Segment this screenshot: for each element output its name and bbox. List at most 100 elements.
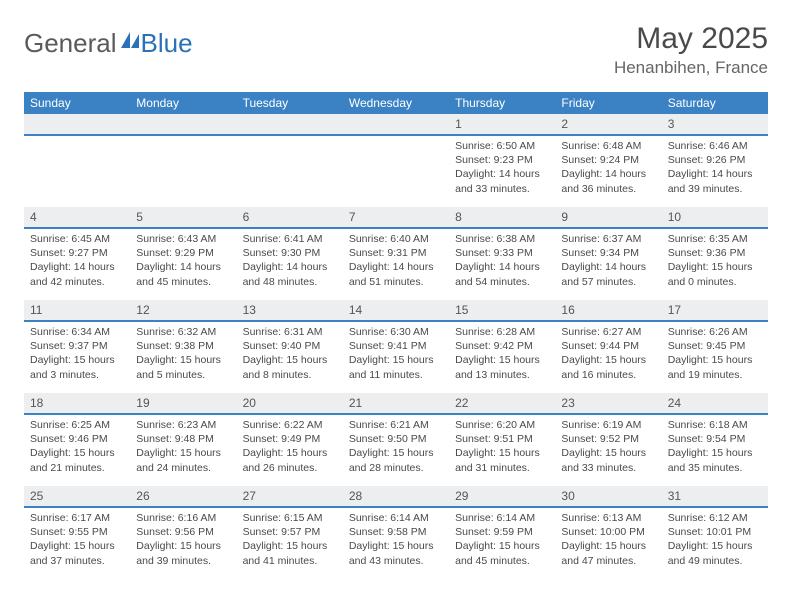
day-number: 10: [662, 207, 768, 228]
sunrise-line: Sunrise: 6:27 AM: [561, 325, 655, 339]
sunrise-line: Sunrise: 6:23 AM: [136, 418, 230, 432]
weekday-header: Friday: [555, 92, 661, 114]
sunset-line: Sunset: 9:38 PM: [136, 339, 230, 353]
day-number: 27: [237, 486, 343, 507]
day-cell: Sunrise: 6:15 AMSunset: 9:57 PMDaylight:…: [237, 507, 343, 579]
weekday-header: Tuesday: [237, 92, 343, 114]
daylight-line: Daylight: 15 hours and 26 minutes.: [243, 446, 337, 474]
day-cell: Sunrise: 6:17 AMSunset: 9:55 PMDaylight:…: [24, 507, 130, 579]
day-cell: [130, 135, 236, 207]
day-content-row: Sunrise: 6:45 AMSunset: 9:27 PM Daylight:…: [24, 228, 768, 300]
sunset-line: Sunset: 9:40 PM: [243, 339, 337, 353]
day-number-row: 25262728293031: [24, 486, 768, 507]
sunset-line: Sunset: 9:56 PM: [136, 525, 230, 539]
sunset-line: Sunset: 9:27 PM: [30, 246, 124, 260]
day-number: 7: [343, 207, 449, 228]
day-cell: Sunrise: 6:34 AMSunset: 9:37 PMDaylight:…: [24, 321, 130, 393]
daylight-line: Daylight: 14 hours and 33 minutes.: [455, 167, 549, 195]
day-number: 12: [130, 300, 236, 321]
day-number: 19: [130, 393, 236, 414]
day-number: 16: [555, 300, 661, 321]
day-cell: Sunrise: 6:32 AMSunset: 9:38 PMDaylight:…: [130, 321, 236, 393]
daylight-line: Daylight: 15 hours and 45 minutes.: [455, 539, 549, 567]
sunrise-line: Sunrise: 6:34 AM: [30, 325, 124, 339]
day-number: [343, 114, 449, 135]
day-cell: [237, 135, 343, 207]
day-number-row: 45678910: [24, 207, 768, 228]
day-number: 24: [662, 393, 768, 414]
weekday-header: Thursday: [449, 92, 555, 114]
sunrise-line: Sunrise: 6:15 AM: [243, 511, 337, 525]
sunrise-line: Sunrise: 6:30 AM: [349, 325, 443, 339]
weekday-header: Monday: [130, 92, 236, 114]
sunset-line: Sunset: 9:33 PM: [455, 246, 549, 260]
sunset-line: Sunset: 9:24 PM: [561, 153, 655, 167]
weekday-header: Sunday: [24, 92, 130, 114]
day-number: 23: [555, 393, 661, 414]
daylight-line: Daylight: 14 hours and 36 minutes.: [561, 167, 655, 195]
sunset-line: Sunset: 9:42 PM: [455, 339, 549, 353]
sunset-line: Sunset: 9:29 PM: [136, 246, 230, 260]
day-number: 6: [237, 207, 343, 228]
daylight-line: Daylight: 15 hours and 37 minutes.: [30, 539, 124, 567]
sunset-line: Sunset: 10:01 PM: [668, 525, 762, 539]
day-cell: [343, 135, 449, 207]
daylight-line: Daylight: 15 hours and 11 minutes.: [349, 353, 443, 381]
sunset-line: Sunset: 9:58 PM: [349, 525, 443, 539]
daylight-line: Daylight: 14 hours and 57 minutes.: [561, 260, 655, 288]
sunrise-line: Sunrise: 6:43 AM: [136, 232, 230, 246]
sunrise-line: Sunrise: 6:26 AM: [668, 325, 762, 339]
location-label: Henanbihen, France: [614, 58, 768, 78]
daylight-line: Daylight: 15 hours and 5 minutes.: [136, 353, 230, 381]
sunset-line: Sunset: 9:54 PM: [668, 432, 762, 446]
day-cell: Sunrise: 6:45 AMSunset: 9:27 PMDaylight:…: [24, 228, 130, 300]
brand-logo: General Blue: [24, 28, 193, 59]
sunrise-line: Sunrise: 6:45 AM: [30, 232, 124, 246]
daylight-line: Daylight: 15 hours and 43 minutes.: [349, 539, 443, 567]
brand-name-1: General: [24, 28, 117, 59]
sunset-line: Sunset: 9:23 PM: [455, 153, 549, 167]
day-cell: Sunrise: 6:41 AMSunset: 9:30 PMDaylight:…: [237, 228, 343, 300]
daylight-line: Daylight: 14 hours and 51 minutes.: [349, 260, 443, 288]
daylight-line: Daylight: 14 hours and 39 minutes.: [668, 167, 762, 195]
day-cell: Sunrise: 6:38 AMSunset: 9:33 PMDaylight:…: [449, 228, 555, 300]
day-number: 28: [343, 486, 449, 507]
daylight-line: Daylight: 15 hours and 28 minutes.: [349, 446, 443, 474]
day-number: [237, 114, 343, 135]
daylight-line: Daylight: 15 hours and 47 minutes.: [561, 539, 655, 567]
day-cell: Sunrise: 6:35 AMSunset: 9:36 PMDaylight:…: [662, 228, 768, 300]
day-number: 3: [662, 114, 768, 135]
daylight-line: Daylight: 15 hours and 33 minutes.: [561, 446, 655, 474]
sunset-line: Sunset: 9:34 PM: [561, 246, 655, 260]
weekday-header-row: SundayMondayTuesdayWednesdayThursdayFrid…: [24, 92, 768, 114]
daylight-line: Daylight: 15 hours and 21 minutes.: [30, 446, 124, 474]
day-number: 22: [449, 393, 555, 414]
day-cell: Sunrise: 6:46 AMSunset: 9:26 PMDaylight:…: [662, 135, 768, 207]
day-number-row: 123: [24, 114, 768, 135]
day-cell: Sunrise: 6:19 AMSunset: 9:52 PMDaylight:…: [555, 414, 661, 486]
day-cell: Sunrise: 6:20 AMSunset: 9:51 PMDaylight:…: [449, 414, 555, 486]
sunset-line: Sunset: 9:45 PM: [668, 339, 762, 353]
day-cell: Sunrise: 6:31 AMSunset: 9:40 PMDaylight:…: [237, 321, 343, 393]
sunset-line: Sunset: 9:44 PM: [561, 339, 655, 353]
sunrise-line: Sunrise: 6:21 AM: [349, 418, 443, 432]
sunrise-line: Sunrise: 6:19 AM: [561, 418, 655, 432]
sunrise-line: Sunrise: 6:31 AM: [243, 325, 337, 339]
day-cell: Sunrise: 6:27 AMSunset: 9:44 PMDaylight:…: [555, 321, 661, 393]
sunrise-line: Sunrise: 6:40 AM: [349, 232, 443, 246]
sunrise-line: Sunrise: 6:22 AM: [243, 418, 337, 432]
day-number: 1: [449, 114, 555, 135]
day-cell: Sunrise: 6:48 AMSunset: 9:24 PMDaylight:…: [555, 135, 661, 207]
day-cell: Sunrise: 6:21 AMSunset: 9:50 PMDaylight:…: [343, 414, 449, 486]
sunrise-line: Sunrise: 6:38 AM: [455, 232, 549, 246]
daylight-line: Daylight: 15 hours and 8 minutes.: [243, 353, 337, 381]
daylight-line: Daylight: 15 hours and 35 minutes.: [668, 446, 762, 474]
day-number: 11: [24, 300, 130, 321]
day-cell: Sunrise: 6:43 AMSunset: 9:29 PMDaylight:…: [130, 228, 236, 300]
sunrise-line: Sunrise: 6:17 AM: [30, 511, 124, 525]
day-cell: Sunrise: 6:26 AMSunset: 9:45 PMDaylight:…: [662, 321, 768, 393]
day-cell: Sunrise: 6:25 AMSunset: 9:46 PMDaylight:…: [24, 414, 130, 486]
day-cell: Sunrise: 6:13 AMSunset: 10:00 PMDaylight…: [555, 507, 661, 579]
sunset-line: Sunset: 9:52 PM: [561, 432, 655, 446]
day-cell: Sunrise: 6:22 AMSunset: 9:49 PMDaylight:…: [237, 414, 343, 486]
